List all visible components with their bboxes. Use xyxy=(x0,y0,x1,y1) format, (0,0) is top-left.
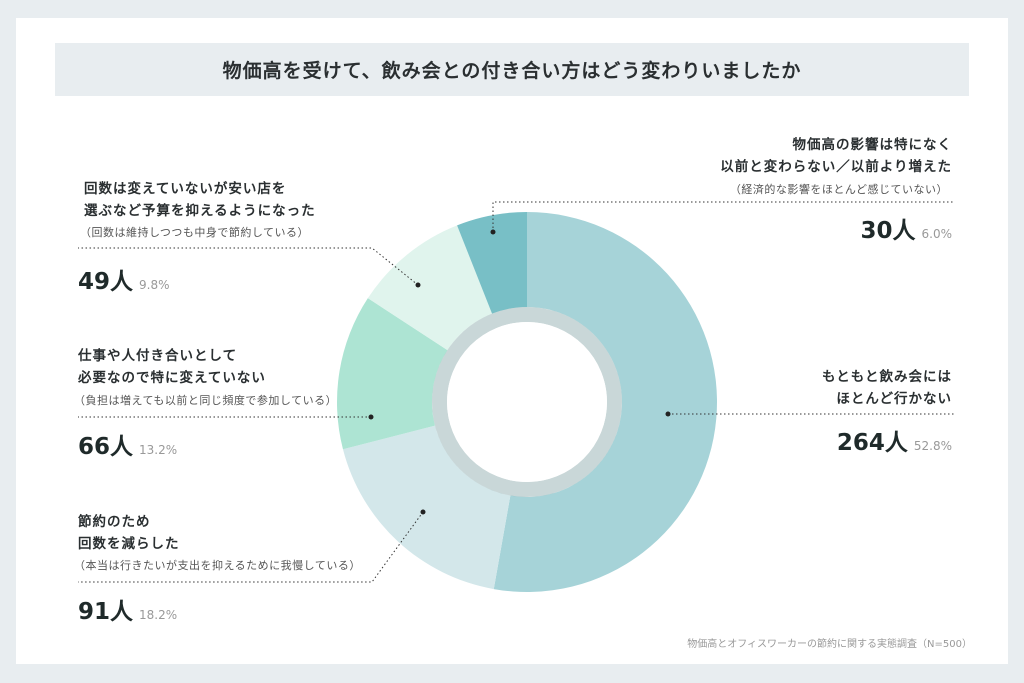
leader-dot-1 xyxy=(420,509,426,515)
label-line: もともと飲み会には xyxy=(822,369,952,385)
percent: 13.2% xyxy=(139,443,178,457)
percent: 9.8% xyxy=(139,278,170,292)
label-slice-0: もともと飲み会には ほとんど行かない xyxy=(822,366,952,410)
leader-dot-4 xyxy=(490,229,496,235)
value-slice-3: 49人 9.8% xyxy=(78,262,170,296)
count: 91人 xyxy=(78,599,134,625)
count: 66人 xyxy=(78,434,134,460)
label-line: 節約のため xyxy=(78,514,151,530)
note-slice-4: （経済的な影響をほとんど感じていない） xyxy=(729,183,948,196)
source-note: 物価高とオフィスワーカーの節約に関する実態調査（N=500） xyxy=(687,639,972,650)
donut-slice-0 xyxy=(493,212,718,593)
donut-slice-3 xyxy=(367,225,493,351)
label-line: 回数を減らした xyxy=(78,536,180,552)
label-slice-2: 仕事や人付き合いとして 必要なので特に変えていない xyxy=(78,345,266,389)
label-slice-3: 回数は変えていないが安い店を 選ぶなど予算を抑えるようになった xyxy=(84,178,316,222)
label-line: 仕事や人付き合いとして xyxy=(78,348,238,364)
value-slice-0: 264人 52.8% xyxy=(837,423,952,457)
label-line: 回数は変えていないが安い店を xyxy=(84,181,287,197)
leader-dot-2 xyxy=(368,414,374,420)
count: 30人 xyxy=(860,218,916,244)
value-slice-1: 91人 18.2% xyxy=(78,592,177,626)
note-slice-2: （負担は増えても以前と同じ頻度で参加している） xyxy=(74,394,338,407)
value-slice-2: 66人 13.2% xyxy=(78,427,177,461)
label-line: 物価高の影響は特になく xyxy=(792,137,952,153)
note-slice-1: （本当は行きたいが支出を抑えるために我慢している） xyxy=(74,559,361,572)
inner-ring xyxy=(432,307,622,497)
label-line: 必要なので特に変えていない xyxy=(78,370,266,386)
label-line: 選ぶなど予算を抑えるようになった xyxy=(84,203,316,219)
donut-slice-1 xyxy=(342,425,511,590)
leader-line-1 xyxy=(78,511,424,583)
label-slice-1: 節約のため 回数を減らした xyxy=(78,511,180,555)
donut-slice-4 xyxy=(457,212,527,314)
percent: 52.8% xyxy=(913,439,952,453)
count: 264人 xyxy=(836,430,908,456)
chart-title: 物価高を受けて、飲み会との付き合い方はどう変わりいましたか xyxy=(55,43,969,96)
label-slice-4: 物価高の影響は特になく 以前と変わらない／以前より増えた xyxy=(720,134,952,178)
label-line: 以前と変わらない／以前より増えた xyxy=(720,159,952,175)
donut-hole xyxy=(447,322,607,482)
percent: 6.0% xyxy=(921,227,953,241)
note-slice-3: （回数は維持しつつも中身で節約している） xyxy=(80,226,310,239)
label-line: ほとんど行かない xyxy=(836,391,952,407)
leader-dot-0 xyxy=(665,411,671,417)
value-slice-4: 30人 6.0% xyxy=(860,211,952,245)
count: 49人 xyxy=(78,269,134,295)
leader-dot-3 xyxy=(415,282,421,288)
donut-slice-2 xyxy=(337,298,448,450)
percent: 18.2% xyxy=(139,608,178,622)
